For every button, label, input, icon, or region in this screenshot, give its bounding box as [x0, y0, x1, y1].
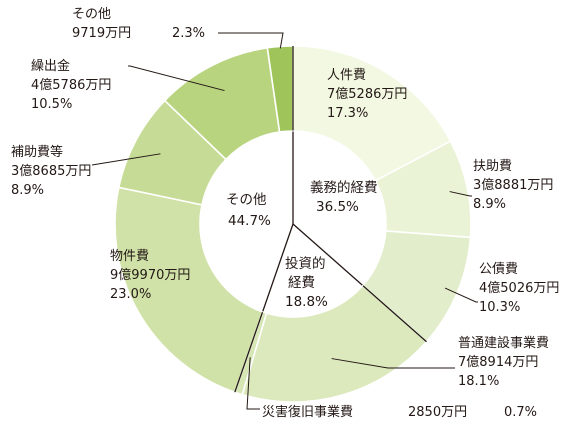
center-toushi-pct: 18.8% — [285, 294, 328, 310]
center-label-gimu: 義務的経費 36.5% — [310, 179, 378, 215]
label-kousai-amount: 4億5026万円 — [479, 280, 559, 296]
label-sonota: その他 9719万円 2.3% — [72, 7, 205, 41]
label-futsu: 普通建設事業費 7億8914万円 18.1% — [458, 335, 549, 389]
label-sonota-pct: 2.3% — [172, 26, 205, 41]
label-sonota-name: その他 — [72, 7, 111, 22]
center-sonota-name: その他 — [226, 192, 267, 208]
label-kousai-name: 公債費 — [479, 262, 518, 277]
center-toushi-name1: 投資的 — [285, 256, 326, 272]
center-gimu-name: 義務的経費 — [310, 179, 378, 196]
center-label-sonota: その他 44.7% — [226, 192, 271, 229]
leader-line-3 — [331, 358, 455, 369]
donut-slices — [114, 45, 472, 403]
label-kuridashi-amount: 4億5786万円 — [31, 77, 111, 93]
leader-lines — [91, 32, 478, 410]
label-fujo-amount: 3億8881万円 — [473, 177, 553, 193]
label-fujo: 扶助費 3億8881万円 8.9% — [473, 159, 553, 212]
label-futsu-name: 普通建設事業費 — [458, 335, 549, 351]
label-hojo-amount: 3億8685万円 — [11, 163, 91, 179]
label-bukken-name: 物件費 — [110, 249, 149, 264]
label-jinken-amount: 7億5286万円 — [327, 86, 407, 102]
group-divider-2 — [234, 223, 294, 393]
label-kousai: 公債費 4億5026万円 10.3% — [479, 262, 559, 315]
label-jinken-name: 人件費 — [327, 68, 366, 83]
leader-line-7 — [128, 65, 225, 92]
label-fujo-name: 扶助費 — [473, 159, 512, 174]
group-dividers — [199, 46, 427, 393]
label-kuridashi: 繰出金 4億5786万円 10.5% — [31, 58, 111, 112]
label-jinken: 人件費 7億5286万円 17.3% — [327, 68, 407, 121]
center-toushi-name2: 経費 — [288, 275, 315, 291]
label-kuridashi-pct: 10.5% — [31, 97, 72, 112]
group-divider-1 — [292, 223, 427, 343]
label-sonota-amount: 9719万円 — [72, 26, 131, 41]
label-saigai-amount: 2850万円 — [408, 405, 467, 420]
inner-circle — [199, 130, 387, 318]
label-bukken-pct: 23.0% — [110, 287, 151, 302]
label-saigai-name: 災害復旧事業費 — [262, 404, 353, 420]
label-futsu-pct: 18.1% — [458, 374, 499, 389]
label-kuridashi-name: 繰出金 — [31, 58, 70, 74]
center-label-toushi: 投資的 経費 18.8% — [285, 256, 328, 310]
label-futsu-amount: 7億8914万円 — [458, 354, 538, 370]
label-jinken-pct: 17.3% — [327, 106, 368, 121]
label-kousai-pct: 10.3% — [479, 300, 520, 315]
label-saigai-pct: 0.7% — [504, 405, 537, 420]
leader-line-8 — [218, 32, 284, 49]
label-hojo-name: 補助費等 — [11, 144, 63, 160]
center-gimu-pct: 36.5% — [316, 199, 359, 215]
label-hojo-pct: 8.9% — [11, 183, 44, 198]
label-hojo: 補助費等 3億8685万円 8.9% — [11, 144, 91, 198]
label-bukken: 物件費 9億9970万円 23.0% — [110, 249, 190, 302]
leader-line-1 — [449, 191, 472, 197]
label-fujo-pct: 8.9% — [473, 197, 506, 212]
label-saigai: 災害復旧事業費 2850万円 0.7% — [262, 404, 537, 420]
leader-line-4 — [246, 357, 260, 410]
leader-line-2 — [444, 287, 478, 303]
label-bukken-amount: 9億9970万円 — [110, 267, 190, 283]
leader-line-6 — [91, 153, 161, 166]
center-sonota-pct: 44.7% — [228, 213, 271, 229]
